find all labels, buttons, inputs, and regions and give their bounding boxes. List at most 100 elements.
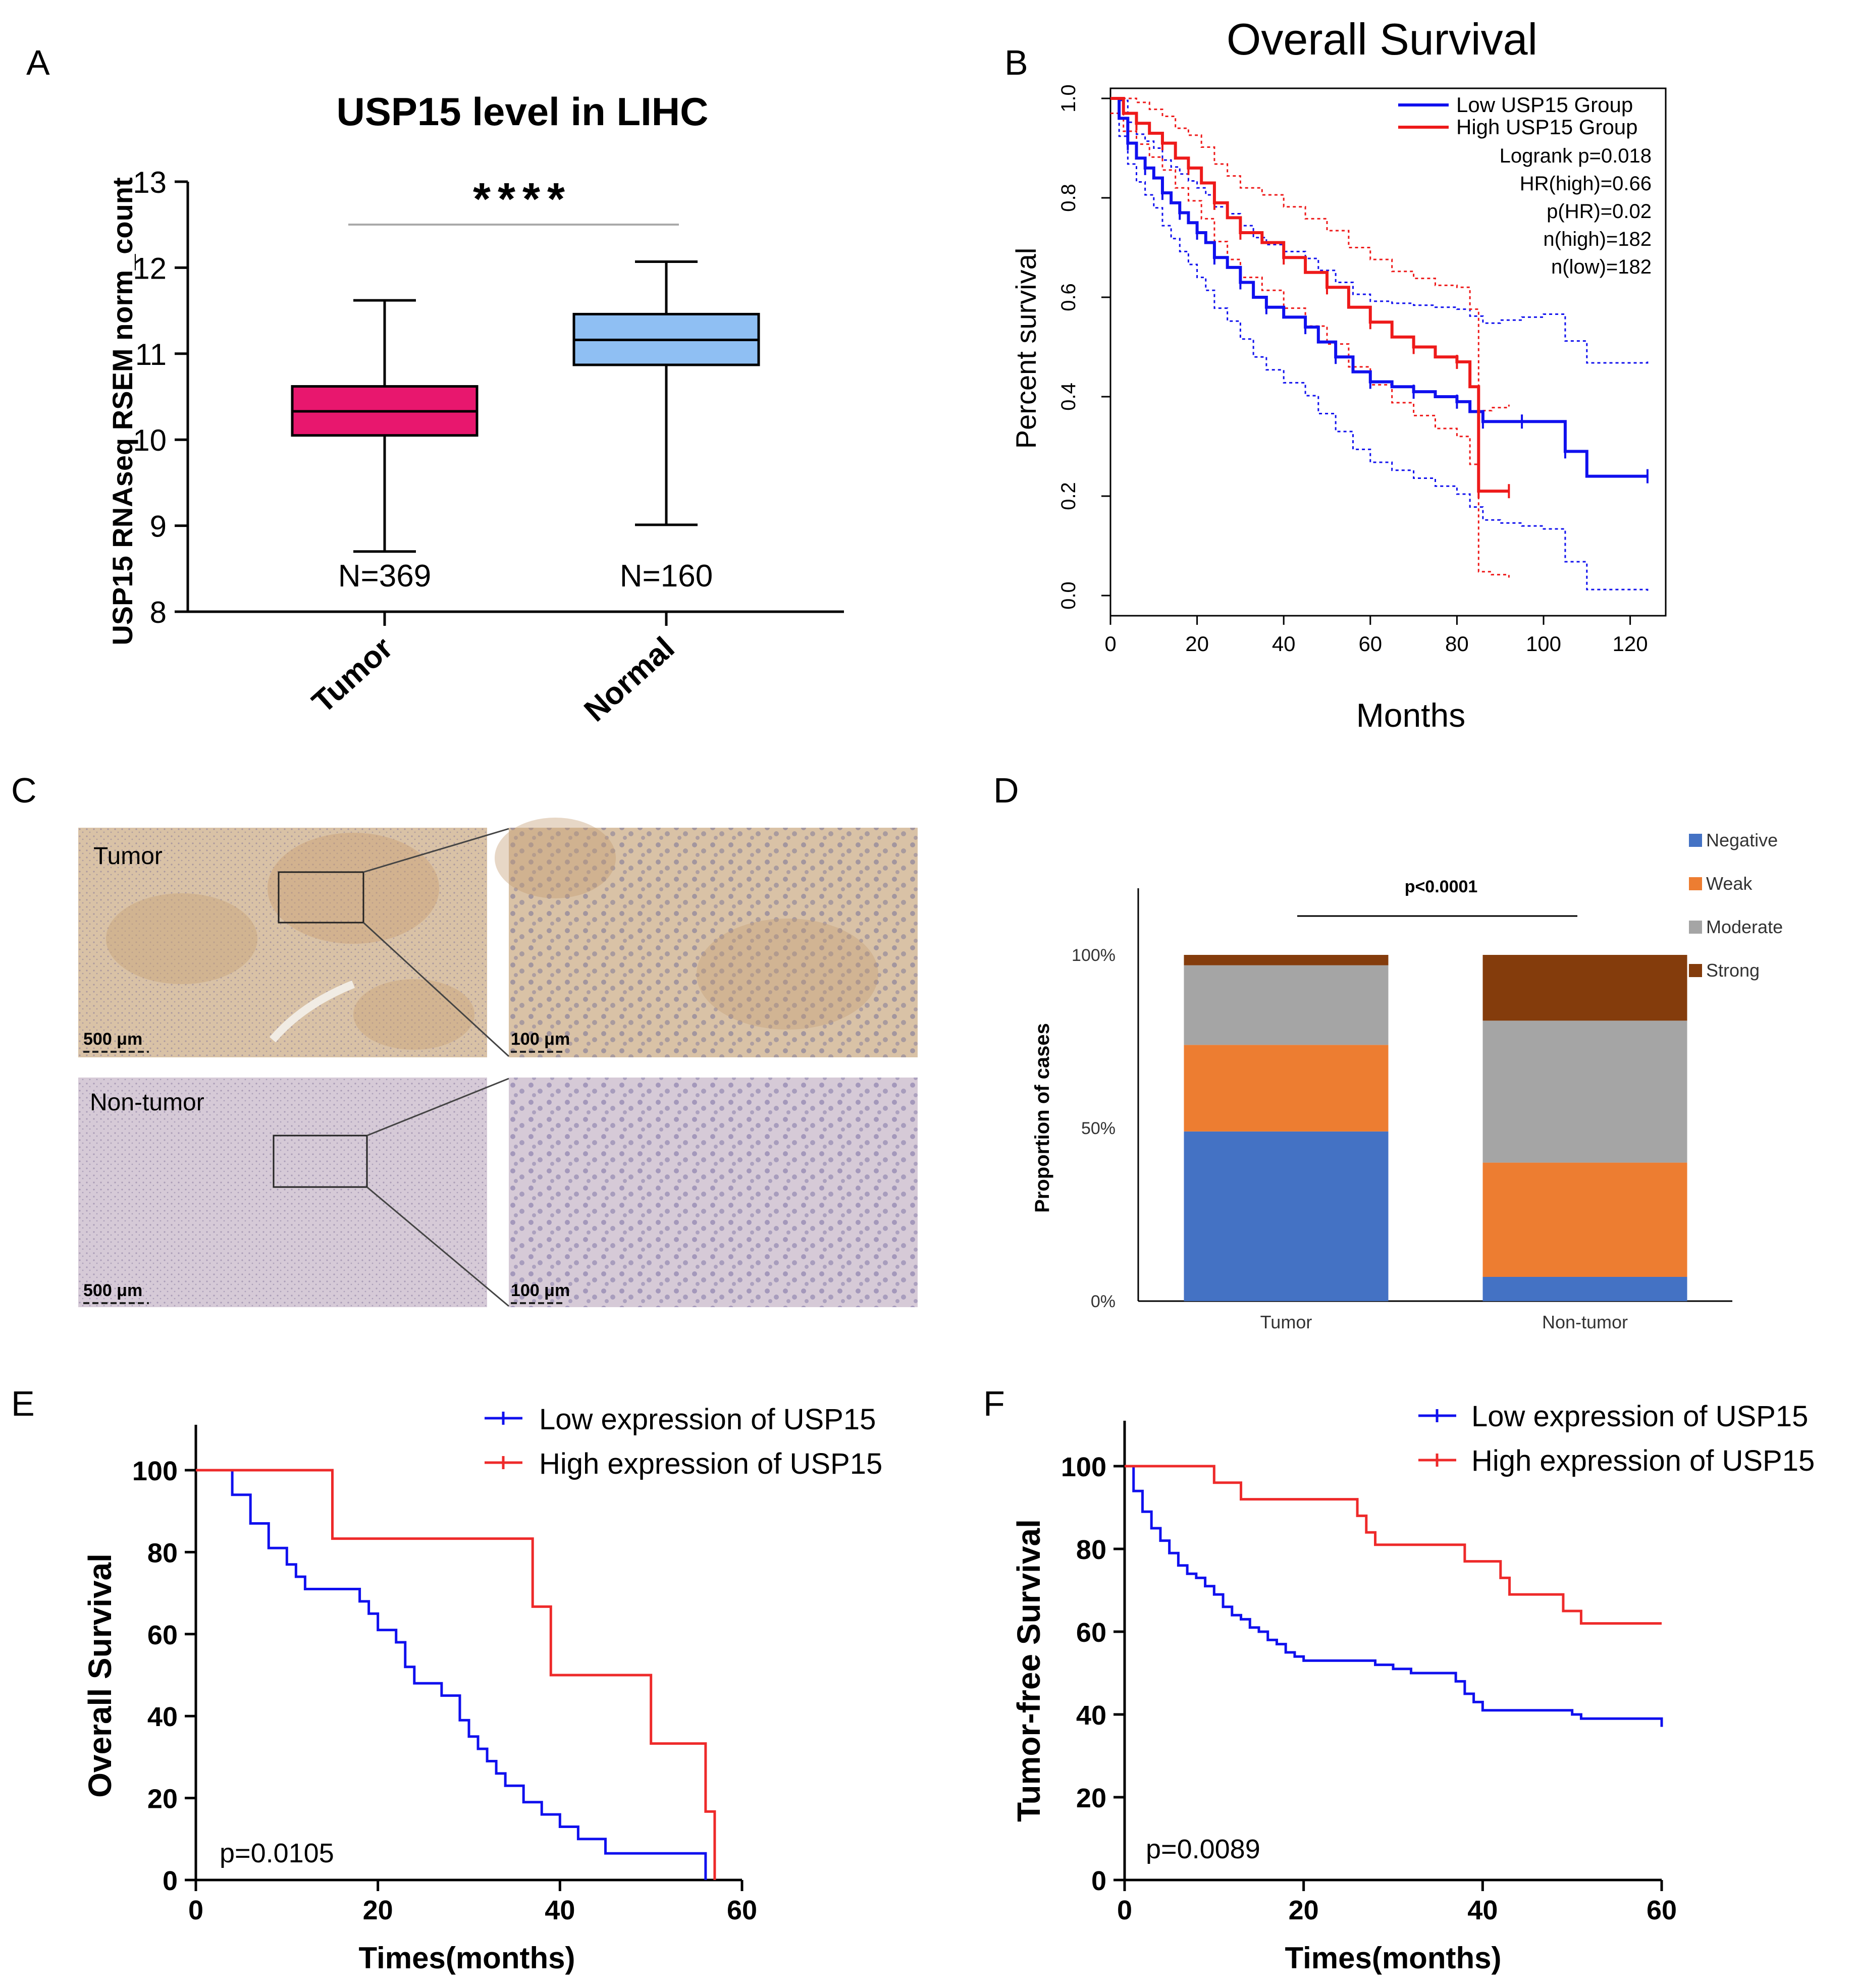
panel-e-pvalue: p=0.0105	[220, 1838, 334, 1868]
panel-b-xlabel: Months	[1356, 696, 1465, 734]
panel-a-significance: ****	[473, 174, 572, 225]
panel-f-xtick-label: 20	[1289, 1895, 1319, 1925]
panel-b-xtick-label: 0	[1104, 632, 1116, 656]
ihc-tumor-zoom-box	[278, 871, 364, 924]
panel-e-km-plot: Times(months) Overall Survival 0 20 40 60 80…	[82, 1403, 882, 1975]
panel-b-ytick-label: 1.0	[1057, 84, 1080, 113]
panel-e-xtick-label: 60	[727, 1895, 757, 1925]
panel-b-ylabel: Percent survival	[1010, 248, 1042, 449]
panel-c-ihc-images: Tumor 500 μm 100 μm Non-tumor 500 μm 100…	[78, 818, 918, 1307]
panel-label-f: F	[983, 1384, 1005, 1423]
panel-e-survival-curves	[196, 1469, 716, 1880]
panel-e-curve	[196, 1469, 707, 1880]
panel-f-xtick-label: 0	[1117, 1895, 1132, 1925]
panel-b-stat-hr: HR(high)=0.66	[1520, 173, 1652, 195]
panel-b-survival-curves	[1110, 97, 1649, 499]
panel-f-ytick-label: 20	[1076, 1783, 1106, 1813]
panel-f-legend-low: Low expression of USP15	[1471, 1400, 1808, 1433]
panel-e-legend-high: High expression of USP15	[539, 1447, 882, 1480]
panel-a-title: USP15 level in LIHC	[337, 89, 709, 134]
panel-d-bars	[1184, 955, 1687, 1301]
panel-d-bar-segment	[1184, 1131, 1389, 1301]
panel-d-legend-swatch	[1689, 877, 1702, 890]
panel-a-n-label: N=160	[620, 559, 713, 594]
panel-b-xtick-label: 100	[1526, 632, 1561, 656]
ihc-tumor-zoom-line-top	[363, 828, 509, 873]
panel-e-ytick-label: 20	[147, 1784, 178, 1814]
panel-label-c: C	[11, 771, 37, 810]
panel-e-ylabel: Overall Survival	[82, 1553, 118, 1798]
ihc-nontumor-high-mag	[509, 1078, 918, 1307]
panel-f-xtick-label: 60	[1647, 1895, 1677, 1925]
ihc-tumor-low-mag	[78, 828, 487, 1057]
panel-d-xtick-label: Non-tumor	[1542, 1312, 1628, 1332]
panel-f-ytick-label: 60	[1076, 1618, 1106, 1648]
panel-label-d: D	[993, 771, 1019, 810]
panel-f-ytick-label: 80	[1076, 1535, 1106, 1565]
panel-b-ytick-label: 0.2	[1057, 482, 1080, 510]
panel-d-ytick-label: 0%	[1091, 1292, 1116, 1311]
panel-f-xlabel: Times(months)	[1285, 1941, 1502, 1975]
panel-b-ci-upper	[1110, 97, 1649, 364]
panel-e-xtick-label: 40	[545, 1895, 575, 1925]
panel-b-ytick-label: 0.4	[1057, 383, 1080, 411]
panel-b-stat-logrank: Logrank p=0.018	[1500, 145, 1652, 167]
panel-a-ytick-label: 10	[133, 423, 167, 457]
panel-b-xtick-label: 120	[1613, 632, 1648, 656]
panel-a-ytick-label: 8	[150, 596, 167, 629]
panel-f-ylabel: Tumor-free Survival	[1011, 1519, 1047, 1822]
panel-b-ytick-label: 0.8	[1057, 184, 1080, 212]
panel-e-ytick-label: 100	[132, 1456, 178, 1486]
panel-d-significance: p<0.0001	[1405, 877, 1478, 896]
panel-d-legend-swatch	[1689, 921, 1702, 934]
panel-a-axes: 8 9 10 11 12 13 Tumor Normal	[133, 166, 844, 728]
panel-b-xtick-label: 40	[1272, 632, 1296, 656]
panel-label-e: E	[11, 1384, 35, 1423]
panel-a-xtick-label: Tumor	[305, 630, 399, 720]
ihc-nontumor-zoom-line-bottom	[366, 1186, 509, 1307]
ihc-tumor-scale-low: 500 μm	[83, 1030, 142, 1049]
panel-d-bar-segment	[1184, 955, 1389, 965]
panel-d-legend-swatch	[1689, 964, 1702, 977]
ihc-tumor-high-mag	[495, 818, 918, 1057]
panel-e-curve	[196, 1469, 716, 1880]
panel-b-axes: 0 20 40 60 80 100 120 0.0 0.2 0.4 0.6 0.8 1.0	[1057, 84, 1648, 656]
panel-f-km-plot: Times(months) Tumor-free Survival 0 20 40 6…	[1011, 1400, 1815, 1975]
ihc-nontumor-label: Non-tumor	[90, 1089, 204, 1116]
panel-d-bar-segment	[1184, 1045, 1389, 1132]
panel-b-km-plot: Overall Survival Months Percent survival…	[1010, 14, 1667, 734]
panel-f-axes: 0 20 40 60 80 100 0 20 40 60	[1061, 1421, 1677, 1925]
panel-a-ytick-label: 9	[150, 510, 167, 544]
panel-f-survival-curves	[1125, 1465, 1663, 1727]
panel-e-xtick-label: 20	[363, 1895, 393, 1925]
panel-f-xtick-label: 40	[1467, 1895, 1498, 1925]
panel-f-ytick-label: 100	[1061, 1452, 1106, 1482]
panel-d-legend-label: Moderate	[1706, 917, 1783, 937]
panel-d-axes: 0% 50% 100% Tumor Non-tumor	[1072, 888, 1732, 1332]
panel-d-legend-label: Negative	[1706, 830, 1778, 850]
panel-b-plot-frame	[1109, 87, 1667, 617]
panel-e-axes: 0 20 40 60 80 100 0 20 40 60	[132, 1425, 757, 1925]
panel-e-legend: Low expression of USP15 High expression …	[485, 1403, 882, 1480]
panel-d-legend-swatch	[1689, 834, 1702, 847]
panel-f-curve	[1125, 1465, 1663, 1727]
panel-a-ytick-label: 12	[133, 251, 167, 285]
panel-a-xtick-label: Normal	[577, 630, 681, 728]
panel-a-n-label: N=369	[338, 559, 431, 594]
panel-b-legend-high: High USP15 Group	[1456, 115, 1638, 139]
panel-d-ylabel: Proportion of cases	[1031, 1023, 1053, 1213]
ihc-tumor-scale-high: 100 μm	[511, 1030, 570, 1049]
panel-e-legend-low: Low expression of USP15	[539, 1403, 876, 1436]
panel-e-ytick-label: 80	[147, 1538, 178, 1568]
panel-d-bar-segment	[1482, 1162, 1687, 1277]
panel-d-bar-segment	[1184, 965, 1389, 1045]
panel-e-ytick-label: 60	[147, 1620, 178, 1650]
panel-b-ci-upper	[1110, 97, 1510, 412]
ihc-nontumor-zoom-line-top	[366, 1078, 509, 1137]
panel-d-bar-segment	[1482, 1020, 1687, 1163]
panel-b-stat-nhigh: n(high)=182	[1543, 228, 1652, 250]
panel-d-legend: Negative Weak Moderate Strong	[1689, 830, 1783, 981]
panel-label-b: B	[1004, 43, 1028, 82]
panel-b-stat-nlow: n(low)=182	[1551, 256, 1652, 278]
panel-b-xtick-label: 60	[1358, 632, 1382, 656]
